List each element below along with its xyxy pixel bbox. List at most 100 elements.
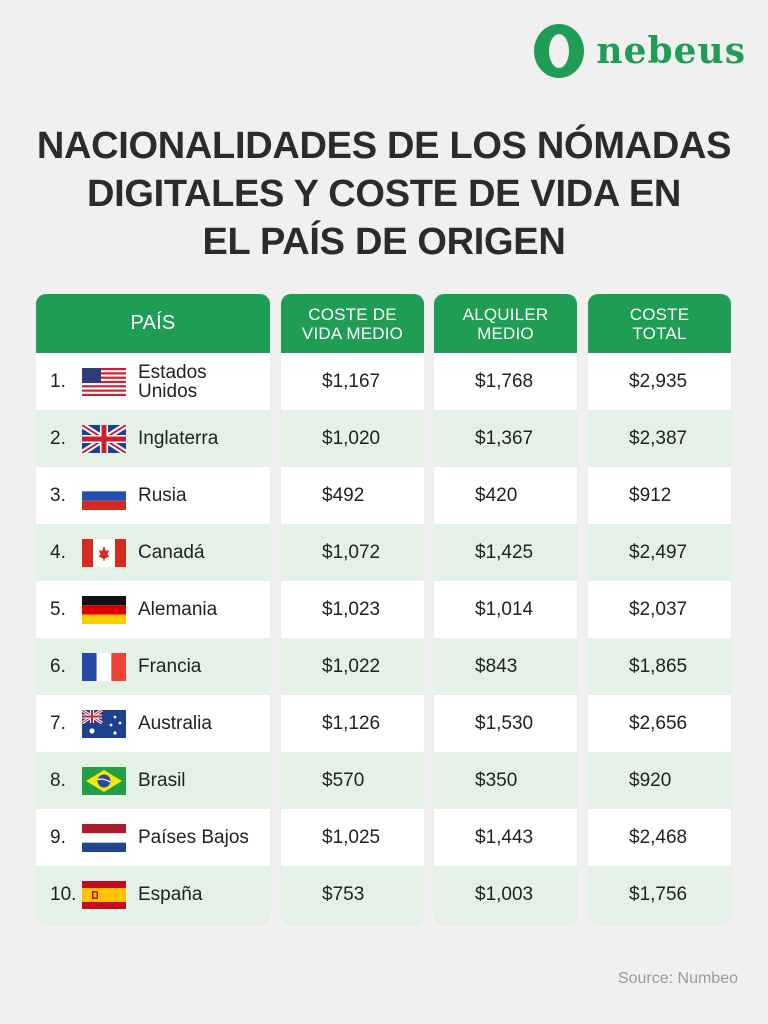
table-row: 2. Inglaterra — [36, 410, 270, 467]
spain-flag-icon — [82, 880, 126, 909]
rent-cell: $1,425 — [434, 524, 577, 581]
rank-number: 6. — [50, 655, 66, 677]
page-title: NACIONALIDADES DE LOS NÓMADAS DIGITALES … — [0, 122, 768, 266]
brazil-flag-icon — [82, 766, 126, 795]
rank-number: 9. — [50, 826, 66, 848]
cost-of-living-cell: $1,072 — [281, 524, 424, 581]
table-row: 6. Francia — [36, 638, 270, 695]
rank-number: 5. — [50, 598, 66, 620]
country-name-line: Alemania — [138, 599, 218, 620]
country-name-line: Países Bajos — [138, 827, 249, 848]
rank-number: 3. — [50, 484, 66, 506]
country-column: PAÍS 1. Estados Unidos 2. Inglaterra 3. Rusia 4… — [36, 294, 270, 923]
cost-of-living-cell: $492 — [281, 467, 424, 524]
country-name: Brasil — [138, 771, 186, 790]
country-name-line: Australia — [138, 713, 212, 734]
title-line-3: EL PAÍS DE ORIGEN — [202, 221, 566, 263]
rent-cell: $350 — [434, 752, 577, 809]
total-cost-cell: $1,865 — [588, 638, 731, 695]
rank-number: 4. — [50, 541, 66, 563]
title-line-1: NACIONALIDADES DE LOS NÓMADAS — [36, 125, 732, 167]
country-name-line: Rusia — [138, 485, 187, 506]
country-name-line: Brasil — [138, 770, 186, 791]
table-row: 9. Países Bajos — [36, 809, 270, 866]
cost-of-living-cell: $1,025 — [281, 809, 424, 866]
cost-of-living-cell: $1,126 — [281, 695, 424, 752]
total-column: COSTE TOTAL $2,935 $2,387 $912 $2,497 $2,037… — [588, 294, 731, 923]
rent-cell: $1,014 — [434, 581, 577, 638]
country-name-line: Inglaterra — [138, 428, 219, 449]
cost-of-living-header: COSTE DE VIDA MEDIO — [281, 294, 424, 353]
russia-flag-icon — [82, 481, 126, 510]
cost-header-line-1: COSTE DE — [308, 304, 397, 324]
rank-number: 7. — [50, 712, 66, 734]
country-name: Estados Unidos — [138, 363, 207, 401]
brand-logo: nebeus — [534, 24, 746, 78]
country-name: Alemania — [138, 600, 217, 619]
rent-column: ALQUILER MEDIO $1,768 $1,367 $420 $1,425 $1,… — [434, 294, 577, 923]
total-cost-cell: $2,656 — [588, 695, 731, 752]
rent-cell: $843 — [434, 638, 577, 695]
table-row: 4. Canadá — [36, 524, 270, 581]
cost-of-living-cell: $1,022 — [281, 638, 424, 695]
table-row: 7. Australia — [36, 695, 270, 752]
title-line-2: DIGITALES Y COSTE DE VIDA EN — [86, 173, 682, 215]
country-name-line: Estados — [138, 361, 207, 383]
netherlands-flag-icon — [82, 823, 126, 852]
cost-of-living-cell: $1,020 — [281, 410, 424, 467]
rank-number: 10. — [50, 883, 77, 905]
cost-of-living-cell: $1,167 — [281, 353, 424, 410]
total-cost-cell: $2,935 — [588, 353, 731, 410]
rent-header-line-2: MEDIO — [477, 323, 534, 343]
total-cost-cell: $2,497 — [588, 524, 731, 581]
canada-flag-icon — [82, 538, 126, 567]
cost-of-living-cell: $1,023 — [281, 581, 424, 638]
total-header-line-2: TOTAL — [632, 323, 687, 343]
rent-cell: $1,530 — [434, 695, 577, 752]
total-cost-cell: $1,756 — [588, 866, 731, 923]
table-row: 10. España — [36, 866, 270, 923]
rank-number: 1. — [50, 370, 66, 392]
australia-flag-icon — [82, 709, 126, 738]
cost-of-living-cell: $570 — [281, 752, 424, 809]
rank-number: 8. — [50, 769, 66, 791]
rent-cell: $1,367 — [434, 410, 577, 467]
cost-header-line-2: VIDA MEDIO — [301, 323, 404, 343]
total-header: COSTE TOTAL — [588, 294, 731, 353]
country-name-line: Unidos — [138, 380, 198, 402]
rent-cell: $1,003 — [434, 866, 577, 923]
rent-cell: $1,768 — [434, 353, 577, 410]
country-name-line: España — [138, 884, 203, 905]
rent-header: ALQUILER MEDIO — [434, 294, 577, 353]
country-name: Países Bajos — [138, 828, 249, 847]
rent-cell: $420 — [434, 467, 577, 524]
country-name: Australia — [138, 714, 212, 733]
country-name: España — [138, 885, 202, 904]
rent-header-line-1: ALQUILER — [462, 304, 549, 324]
country-name: Francia — [138, 657, 201, 676]
source-note: Source: Numbeo — [617, 970, 738, 987]
country-name: Canadá — [138, 543, 205, 562]
country-name-line: Canadá — [138, 542, 205, 563]
table-row: 1. Estados Unidos — [36, 353, 270, 410]
total-cost-cell: $912 — [588, 467, 731, 524]
total-header-line-1: COSTE — [629, 304, 690, 324]
country-name: Inglaterra — [138, 429, 218, 448]
total-cost-cell: $920 — [588, 752, 731, 809]
rank-number: 2. — [50, 427, 66, 449]
total-cost-cell: $2,468 — [588, 809, 731, 866]
country-header: PAÍS — [36, 294, 270, 353]
france-flag-icon — [82, 652, 126, 681]
cost-of-living-cell: $753 — [281, 866, 424, 923]
cost-of-living-column: COSTE DE VIDA MEDIO $1,167 $1,020 $492 $1,0… — [281, 294, 424, 923]
total-cost-cell: $2,037 — [588, 581, 731, 638]
table-row: 5. Alemania — [36, 581, 270, 638]
brand-name: nebeus — [596, 30, 746, 72]
germany-flag-icon — [82, 595, 126, 624]
usa-flag-icon — [82, 367, 126, 396]
table-row: 8. Brasil — [36, 752, 270, 809]
country-name: Rusia — [138, 486, 187, 505]
country-name-line: Francia — [138, 656, 202, 677]
total-cost-cell: $2,387 — [588, 410, 731, 467]
nebeus-logo-icon — [534, 24, 585, 78]
